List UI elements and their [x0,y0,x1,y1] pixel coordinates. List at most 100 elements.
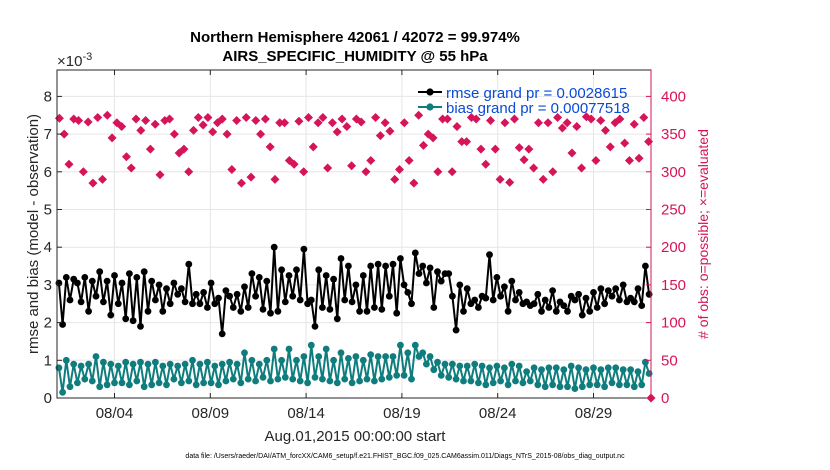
bias-point-141 [578,383,586,391]
bias-point-3 [66,383,74,391]
rmse-point-98 [419,262,427,270]
obs-point-56 [323,163,333,173]
x-axis-ticks: 08/04 08/09 08/14 08/19 08/24 08/29 [96,70,612,422]
y-tick-label-2: 2 [44,315,52,332]
rmse-point-79 [348,298,356,306]
rmse-point-142 [582,294,590,302]
obs-point-5 [78,167,88,177]
bias-point-36 [189,356,196,364]
rmse-point-82 [359,272,367,279]
bias-point-71 [319,375,326,383]
rmse-point-17 [118,279,126,287]
bias-point-77 [341,375,349,383]
obs-point-90 [486,116,496,126]
obs-point-24 [169,129,179,139]
rmse-point-19 [125,270,133,277]
bias-point-41 [207,379,215,387]
rmse-point-95 [408,300,415,308]
obs-point-38 [236,178,246,188]
rmse-point-96 [411,249,419,257]
rmse-point-90 [389,260,397,268]
obs-point-76 [418,140,428,150]
bias-point-114 [478,362,486,370]
rmse-point-115 [482,294,490,302]
bias-point-17 [118,379,126,387]
bias-point-26 [152,358,159,366]
bias-point-39 [200,379,208,387]
y-tick-label-7: 7 [44,126,52,143]
chart-title-line1: Northern Hemisphere 42061 / 42072 = 99.9… [190,29,520,46]
rmse-point-141 [578,311,586,319]
series-bias [55,341,653,396]
obs-point-118 [620,138,630,148]
rmse-point-31 [170,279,178,287]
rmse-point-53 [252,292,259,300]
y-tick-label-1: 1 [44,352,52,369]
rmse-point-116 [486,251,493,259]
obs-point-101 [538,174,548,184]
bias-point-121 [504,381,512,389]
rmse-point-145 [593,304,601,311]
bias-point-142 [582,366,590,374]
rmse-point-60 [278,266,285,274]
series-obs [54,110,656,403]
bias-point-4 [70,360,78,368]
rmse-point-99 [423,279,430,287]
y2-tick-label-0: 0 [661,390,669,407]
y2-tick-label-1: 50 [661,352,678,369]
rmse-point-106 [449,292,456,300]
y2-axis-ticks: 0 50 100 150 200 250 300 350 400 [646,70,686,407]
obs-point-47 [280,118,290,128]
rmse-point-100 [426,264,434,272]
obs-point-49 [289,159,299,169]
rmse-point-44 [218,330,226,338]
rmse-point-46 [226,292,234,300]
y2-tick-label-3: 150 [661,277,686,294]
rmse-point-49 [237,307,245,315]
rmse-point-37 [192,290,200,298]
rmse-point-103 [437,277,445,285]
bias-point-81 [356,377,363,385]
bias-point-148 [604,364,612,372]
bias-point-111 [467,377,475,385]
bias-point-49 [237,379,245,387]
bias-point-102 [434,358,441,366]
bias-point-69 [311,373,319,381]
x-tick-label-0: 08/04 [96,405,134,422]
rmse-point-137 [564,307,571,315]
obs-point-64 [361,167,371,177]
rmse-point-77 [341,296,349,304]
x-tick-label-2: 08/14 [287,405,325,422]
bias-point-132 [545,364,553,372]
obs-point-36 [227,165,237,175]
obs-point-1 [59,129,69,139]
obs-point-46 [275,118,285,128]
obs-point-21 [155,170,165,180]
obs-point-72 [399,118,409,128]
bias-point-99 [423,360,430,368]
rmse-point-5 [74,279,81,287]
bias-point-23 [140,383,148,391]
bias-point-66 [300,353,308,360]
rmse-point-14 [107,311,115,319]
rmse-point-20 [129,317,137,325]
rmse-point-105 [445,270,453,277]
rmse-point-112 [471,296,479,304]
bias-point-73 [326,377,334,385]
rmse-point-25 [148,277,156,285]
rmse-point-123 [512,296,519,304]
rmse-point-144 [590,289,597,296]
bias-point-40 [204,358,211,366]
legend-bias-label: bias grand pr = 0.00077518 [446,100,630,117]
rmse-point-75 [333,315,341,323]
rmse-point-86 [374,260,382,268]
rmse-point-59 [274,307,282,315]
bias-point-96 [411,341,419,349]
y2-tick-label-5: 250 [661,201,686,218]
y-tick-label-8: 8 [44,88,52,105]
rmse-point-54 [255,274,263,281]
rmse-point-132 [545,304,553,311]
rmse-point-35 [185,260,193,268]
obs-point-109 [577,163,587,173]
rmse-point-50 [241,283,248,291]
